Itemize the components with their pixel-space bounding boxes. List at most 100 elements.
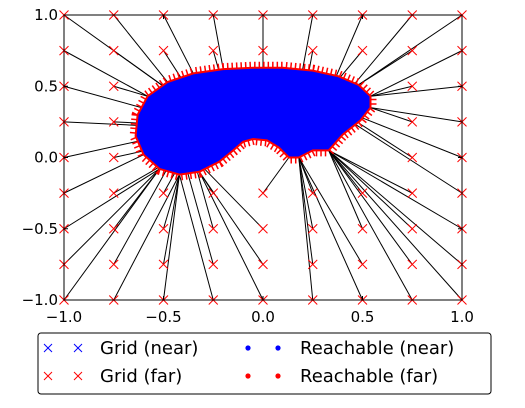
grid-far-marker <box>258 188 268 198</box>
x-tick-label: 0.5 <box>351 308 375 326</box>
legend-entry: Reachable (near) <box>245 338 454 359</box>
grid-far-marker <box>357 45 368 56</box>
grid-far-marker <box>158 188 169 198</box>
connector-lines <box>63 14 463 301</box>
connector-line <box>298 157 363 265</box>
connector-line <box>63 121 137 126</box>
grid-far-marker <box>108 152 119 163</box>
grid-far-marker <box>407 117 418 127</box>
connector-line <box>198 171 264 301</box>
connector-line <box>178 174 214 301</box>
connector-line <box>163 174 180 301</box>
connector-line <box>113 121 137 124</box>
connector-line <box>328 150 413 265</box>
connector-line <box>113 85 148 97</box>
x-tick-label: 0.0 <box>251 308 275 326</box>
legend-dot-marker <box>245 345 251 351</box>
grid-far-marker <box>357 188 368 198</box>
connector-line <box>63 50 148 97</box>
connector-line <box>113 14 168 83</box>
grid-far-marker <box>258 259 268 270</box>
connector-line <box>354 14 413 84</box>
connector-line <box>370 85 413 97</box>
connector-line <box>113 174 180 301</box>
connector-line <box>355 124 463 194</box>
legend-dot-marker <box>275 373 281 379</box>
connector-line <box>362 117 463 158</box>
grid-far-marker <box>307 259 318 270</box>
grid-far-marker <box>307 188 318 198</box>
connector-line <box>262 157 290 194</box>
connector-line <box>163 174 180 265</box>
legend-label: Grid (near) <box>100 338 198 359</box>
grid-far-marker <box>208 259 219 270</box>
connector-line <box>63 168 160 265</box>
connector-line <box>163 172 176 194</box>
legend-x-marker <box>73 371 83 381</box>
legend-entry: Reachable (far) <box>245 366 438 387</box>
connector-line <box>63 168 160 230</box>
legend-dot-marker <box>275 345 281 351</box>
connector-line <box>370 85 463 97</box>
connector-line <box>328 149 413 194</box>
grid-far-marker <box>307 223 318 234</box>
grid-far-marker <box>158 45 169 56</box>
grid-far-marker <box>407 223 418 234</box>
y-tick-label: −0.5 <box>22 220 58 238</box>
y-tick-label: 0.0 <box>34 149 58 167</box>
connector-line <box>328 150 413 230</box>
x-tick-label: −1.0 <box>46 308 82 326</box>
grid-far-marker <box>158 223 169 234</box>
connector-line <box>328 149 463 265</box>
legend-x-marker <box>73 343 83 353</box>
legend-entry: Grid (far) <box>43 366 182 387</box>
connector-line <box>339 50 363 78</box>
legend-box <box>37 332 492 395</box>
connector-line <box>370 50 463 97</box>
connector-line <box>113 50 163 86</box>
grid-far-marker <box>108 259 119 270</box>
connector-line <box>370 107 463 123</box>
connector-line <box>335 14 363 76</box>
legend-label: Grid (far) <box>100 366 182 387</box>
connector-line <box>298 157 314 229</box>
grid-far-marker <box>108 45 119 56</box>
connector-line <box>63 85 142 109</box>
grid-far-marker <box>407 81 418 92</box>
grid-far-marker <box>108 81 119 92</box>
connector-line <box>187 173 214 265</box>
grid-far-marker <box>357 223 368 234</box>
grid-far-marker <box>208 45 219 56</box>
grid-far-marker <box>108 117 119 127</box>
grid-far-marker <box>108 188 119 198</box>
legend-entry: Grid (near) <box>43 338 198 359</box>
connector-line <box>163 174 180 229</box>
legend-label: Reachable (near) <box>300 338 454 359</box>
grid-far-marker <box>258 45 268 56</box>
connector-line <box>328 149 463 230</box>
connector-line <box>212 14 224 70</box>
connector-line <box>328 150 413 301</box>
connector-line <box>302 14 314 70</box>
connector-line <box>358 14 463 86</box>
connector-line <box>163 14 194 74</box>
connector-line <box>196 171 214 229</box>
connector-line <box>328 150 363 229</box>
connector-line <box>204 168 264 230</box>
x-tick-label: 1.0 <box>450 308 474 326</box>
grid-far-marker <box>158 259 169 270</box>
grid-far-marker <box>208 223 219 234</box>
grid-far-marker <box>307 45 318 56</box>
axis-ticks: −1.0 −0.5 0.0 0.5 1.0 −1.0 −0.5 0.0 0.5 1.0 <box>22 6 474 326</box>
connector-line <box>298 157 314 301</box>
legend-dot-marker <box>245 373 251 379</box>
connector-line <box>63 168 160 301</box>
x-tick-label: −0.5 <box>145 308 181 326</box>
connector-line <box>298 157 363 301</box>
connector-line <box>370 107 413 123</box>
reachable-region <box>129 61 377 181</box>
legend-label: Reachable (far) <box>300 366 438 387</box>
connector-line <box>298 157 314 265</box>
legend: Grid (near) Grid (far) Reachable (near) Rea… <box>37 332 492 395</box>
